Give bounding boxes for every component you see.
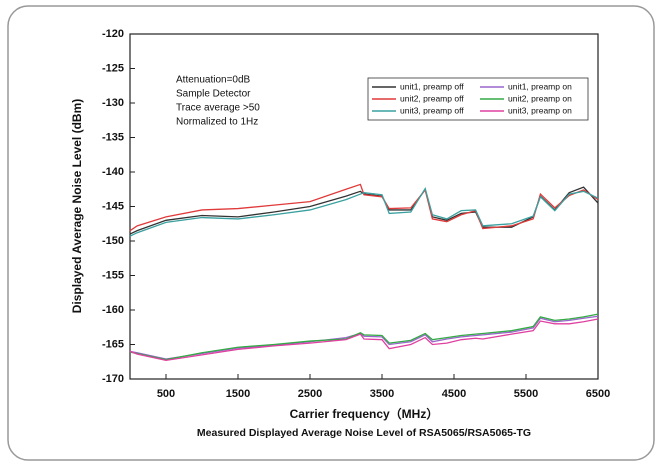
y-axis-label: Displayed Average Noise Level (dBm)	[70, 99, 84, 314]
annotation: Trace average >50	[176, 103, 260, 114]
series-line	[129, 315, 599, 360]
y-tick-label: -125	[102, 62, 124, 74]
legend-label: unit2, preamp off	[400, 93, 464, 103]
x-axis-label: Carrier frequency（MHz）	[290, 406, 439, 421]
x-tick-label: 3500	[370, 388, 394, 400]
y-tick-label: -145	[102, 200, 124, 212]
series-line	[129, 313, 599, 361]
annotation: Normalized to 1Hz	[176, 117, 258, 128]
y-tick-label: -160	[102, 304, 124, 316]
y-tick-label: -155	[102, 269, 124, 281]
series-line	[129, 186, 599, 237]
legend-box	[367, 77, 589, 121]
annotation: Attenuation=0dB	[176, 75, 251, 86]
y-tick-label: -140	[102, 166, 124, 178]
legend-label: unit1, preamp on	[508, 81, 572, 91]
y-tick-label: -165	[102, 338, 124, 350]
legend-label: unit1, preamp off	[400, 81, 464, 91]
x-tick-label: 500	[157, 388, 175, 400]
annotation: Sample Detector	[176, 89, 251, 100]
legend-label: unit2, preamp on	[508, 93, 572, 103]
x-tick-label: 2500	[298, 388, 322, 400]
legend-label: unit3, preamp off	[400, 105, 464, 115]
x-tick-label: 1500	[226, 388, 250, 400]
x-tick-label: 4500	[442, 388, 466, 400]
series-line	[129, 318, 599, 362]
y-tick-label: -130	[102, 97, 124, 109]
legend-label: unit3, preamp on	[508, 105, 572, 115]
x-tick-label: 6500	[586, 388, 610, 400]
x-tick-label: 5500	[514, 388, 538, 400]
y-tick-label: -170	[102, 373, 124, 385]
caption: Measured Displayed Average Noise Level o…	[197, 427, 531, 439]
y-tick-label: -120	[102, 28, 124, 40]
y-tick-label: -135	[102, 131, 124, 143]
y-tick-label: -150	[102, 235, 124, 247]
